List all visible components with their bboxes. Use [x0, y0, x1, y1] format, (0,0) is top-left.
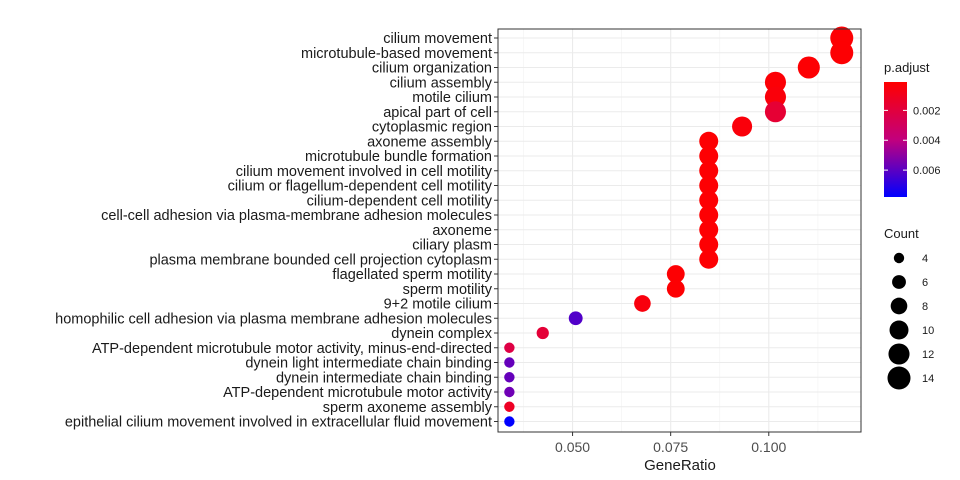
color-legend-label: 0.006 [913, 165, 941, 177]
y-tick-label: flagellated sperm motility [332, 267, 492, 283]
data-point [699, 131, 719, 151]
y-tick-label: cytoplasmic region [372, 120, 492, 136]
size-legend-dot [893, 252, 905, 264]
grid-lines [498, 29, 861, 432]
y-tick-label: apical part of cell [383, 105, 492, 121]
y-tick-label: plasma membrane bounded cell projection … [149, 252, 492, 268]
y-tick-label: cilium assembly [390, 75, 493, 91]
x-tick-label: 0.050 [555, 439, 590, 455]
size-legend-items: 4 6 8 10 12 14 [887, 252, 934, 390]
data-point [699, 220, 719, 240]
x-axis-title: GeneRatio [644, 457, 716, 474]
data-point [634, 295, 651, 312]
data-point [699, 205, 719, 225]
data-point [536, 326, 549, 340]
color-legend-label: 0.004 [913, 135, 941, 147]
data-point [504, 357, 515, 368]
y-tick-label: axoneme [432, 223, 492, 239]
y-tick-label: homophilic cell adhesion via plasma memb… [55, 311, 492, 327]
y-tick-label: 9+2 motile cilium [384, 297, 492, 313]
color-legend-bar [884, 82, 907, 197]
size-legend-dot [888, 343, 910, 365]
y-tick-label: sperm axoneme assembly [323, 400, 493, 416]
data-point [504, 401, 515, 412]
size-legend-label: 10 [922, 325, 934, 337]
y-tick-label: axoneme assembly [367, 134, 493, 150]
y-tick-label: sperm motility [403, 282, 493, 298]
panel-border [497, 28, 862, 433]
data-point [830, 41, 854, 65]
data-point [699, 190, 719, 210]
data-point [764, 71, 786, 93]
size-legend-dot [892, 275, 906, 289]
y-tick-label: microtubule bundle formation [305, 149, 492, 165]
y-tick-label: dynein complex [391, 326, 492, 342]
y-tick-label: dynein intermediate chain binding [276, 370, 492, 386]
y-tick-label: epithelial cilium movement involved in e… [65, 415, 492, 431]
size-legend-dot [887, 366, 911, 390]
color-legend-title: p.adjust [884, 60, 930, 75]
size-legend-dot [889, 320, 909, 340]
size-legend-label: 14 [922, 373, 934, 385]
y-tick-label: motile cilium [412, 90, 492, 106]
y-tick-label: ATP-dependent microtubule motor activity… [92, 341, 492, 357]
size-legend-label: 12 [922, 349, 934, 361]
data-point [699, 161, 719, 181]
y-tick-label: microtubule-based movement [301, 46, 492, 62]
data-point [732, 116, 753, 137]
data-point [504, 416, 515, 427]
y-tick-label: ATP-dependent microtubule motor activity [223, 385, 493, 401]
x-tick-label: 0.100 [751, 439, 786, 455]
data-point [699, 176, 719, 195]
data-points [504, 26, 854, 427]
data-point [568, 311, 583, 326]
size-legend-label: 4 [922, 253, 928, 265]
size-legend-dot [890, 297, 908, 315]
data-point [504, 386, 515, 398]
y-tick-label: cilium movement involved in cell motilit… [236, 164, 493, 180]
y-tick-label: dynein light intermediate chain binding [245, 356, 492, 372]
color-legend-label: 0.002 [913, 105, 941, 117]
color-legend: p.adjust 0.002 0.004 0.006 [884, 60, 941, 197]
y-tick-label: cilium movement [383, 31, 492, 47]
x-tick-label: 0.075 [653, 439, 688, 455]
data-point [699, 146, 719, 166]
data-point [666, 279, 685, 298]
size-legend-label: 6 [922, 277, 928, 289]
size-legend-title: Count [884, 226, 919, 241]
data-point [699, 235, 719, 254]
size-legend: Count 4 6 8 10 12 14 [884, 226, 934, 390]
y-tick-label: cilium or flagellum-dependent cell motil… [228, 179, 493, 195]
data-point [764, 101, 786, 123]
data-point [764, 86, 786, 108]
data-point [666, 265, 685, 283]
color-legend-ticks: 0.002 0.004 0.006 [884, 105, 941, 177]
y-tick-label: ciliary plasm [412, 238, 492, 254]
data-point [504, 342, 515, 353]
data-point [504, 372, 515, 383]
data-point [699, 249, 719, 269]
y-tick-label: cell-cell adhesion via plasma-membrane a… [101, 208, 492, 224]
data-point [797, 56, 820, 79]
size-legend-label: 8 [922, 301, 928, 313]
x-axis: 0.050 0.075 0.100 [555, 432, 787, 455]
y-tick-label: cilium-dependent cell motility [307, 193, 493, 209]
y-tick-label: cilium organization [372, 61, 492, 77]
